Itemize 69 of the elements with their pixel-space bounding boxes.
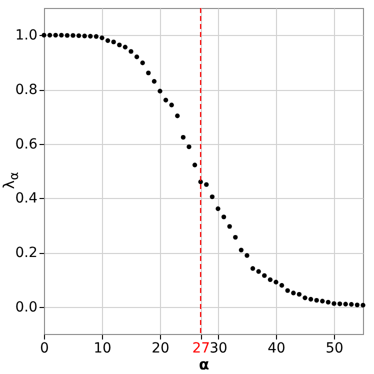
- point: [122, 44, 128, 50]
- point: [186, 144, 192, 150]
- point: [42, 32, 46, 38]
- point: [227, 224, 232, 229]
- point: [105, 38, 110, 43]
- y-tick-label: 0.8: [15, 82, 38, 98]
- point: [94, 34, 99, 39]
- point: [134, 54, 140, 60]
- point: [76, 33, 82, 38]
- point: [64, 33, 70, 38]
- point: [221, 214, 226, 220]
- point: [163, 98, 168, 102]
- point: [175, 114, 180, 118]
- point: [244, 253, 250, 258]
- point: [320, 298, 325, 304]
- y-tick-label: 0.0: [15, 299, 38, 316]
- point: [233, 234, 238, 240]
- x-tick-label: 27: [192, 340, 210, 356]
- point: [349, 302, 354, 307]
- point: [146, 70, 151, 76]
- point: [274, 280, 278, 284]
- point: [100, 36, 104, 40]
- point: [360, 302, 366, 308]
- point: [308, 296, 314, 302]
- x-tick-label: 0: [40, 340, 49, 356]
- x-tick-label: 10: [94, 340, 112, 356]
- point: [216, 206, 220, 212]
- point: [279, 283, 284, 288]
- point: [140, 60, 145, 66]
- y-tick-label: 0.2: [15, 245, 38, 261]
- point: [332, 301, 336, 306]
- point: [204, 182, 209, 187]
- point: [82, 34, 87, 38]
- point: [256, 269, 261, 274]
- point: [302, 296, 308, 300]
- point: [180, 134, 186, 140]
- point: [326, 300, 331, 305]
- x-tick-label: 40: [268, 340, 286, 356]
- point: [285, 288, 290, 293]
- point: [314, 298, 319, 303]
- point: [88, 34, 93, 39]
- point: [59, 32, 64, 38]
- point: [169, 102, 174, 108]
- x-axis-title: α: [198, 356, 210, 374]
- point: [128, 49, 134, 54]
- point: [291, 290, 296, 296]
- x-tick-label: 50: [326, 340, 344, 356]
- point: [268, 277, 273, 282]
- point: [262, 273, 267, 278]
- point: [47, 32, 52, 38]
- point: [250, 266, 256, 271]
- x-tick-label: 20: [152, 340, 170, 356]
- point: [238, 248, 244, 252]
- point: [343, 302, 348, 306]
- point: [192, 162, 198, 168]
- point: [354, 302, 360, 308]
- point: [210, 194, 215, 200]
- x-tick-label: 30: [210, 340, 228, 356]
- point: [117, 42, 122, 48]
- y-tick-label: 0.4: [15, 190, 38, 207]
- y-tick-label: 0.6: [15, 136, 38, 152]
- point: [337, 302, 342, 306]
- point: [53, 32, 58, 38]
- point: [111, 40, 116, 44]
- point: [158, 88, 162, 94]
- point: [296, 292, 302, 297]
- point: [152, 79, 157, 84]
- point: [70, 33, 76, 38]
- y-tick-label: 1.0: [15, 28, 38, 44]
